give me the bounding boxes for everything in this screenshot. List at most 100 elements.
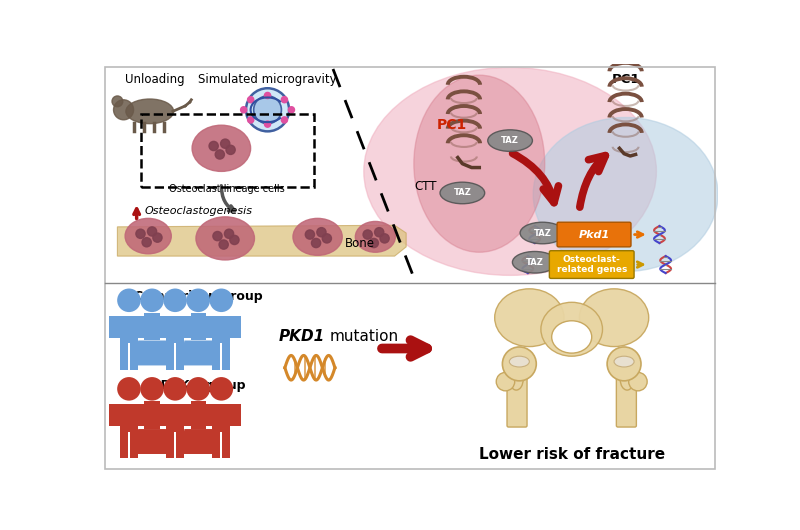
FancyBboxPatch shape [145, 313, 160, 340]
Text: PC1: PC1 [438, 118, 467, 132]
FancyBboxPatch shape [202, 315, 212, 338]
Circle shape [210, 288, 233, 312]
FancyBboxPatch shape [222, 432, 230, 458]
FancyBboxPatch shape [230, 315, 242, 338]
Ellipse shape [510, 356, 530, 367]
Circle shape [163, 288, 187, 312]
Circle shape [306, 230, 314, 239]
Ellipse shape [614, 356, 634, 367]
Circle shape [246, 88, 289, 131]
FancyBboxPatch shape [222, 343, 230, 369]
Circle shape [221, 139, 230, 148]
Text: Bone: Bone [345, 237, 374, 250]
Text: Osteoclastogenesis: Osteoclastogenesis [144, 207, 252, 216]
PathPatch shape [180, 340, 216, 366]
Circle shape [282, 96, 287, 103]
Ellipse shape [510, 368, 523, 390]
Circle shape [247, 117, 254, 123]
FancyBboxPatch shape [557, 222, 631, 247]
Circle shape [265, 121, 270, 127]
Ellipse shape [196, 217, 254, 260]
Circle shape [140, 377, 164, 401]
Ellipse shape [488, 130, 533, 152]
Circle shape [369, 238, 378, 248]
Circle shape [282, 117, 287, 123]
FancyBboxPatch shape [132, 404, 143, 426]
Text: PKD1: PKD1 [279, 330, 326, 345]
Ellipse shape [126, 99, 174, 123]
Text: TAZ: TAZ [534, 228, 551, 237]
Ellipse shape [541, 302, 602, 356]
PathPatch shape [134, 340, 170, 366]
Circle shape [114, 100, 134, 120]
Circle shape [607, 347, 641, 381]
Circle shape [265, 92, 270, 99]
FancyBboxPatch shape [120, 343, 128, 369]
FancyBboxPatch shape [184, 315, 195, 338]
Circle shape [230, 235, 239, 244]
FancyBboxPatch shape [184, 404, 195, 426]
Circle shape [254, 96, 282, 123]
FancyBboxPatch shape [178, 404, 190, 426]
Text: TAZ: TAZ [501, 136, 519, 145]
FancyBboxPatch shape [138, 404, 149, 426]
Text: TAZ: TAZ [526, 258, 544, 267]
Circle shape [496, 373, 514, 391]
FancyBboxPatch shape [176, 432, 184, 458]
Ellipse shape [414, 75, 545, 252]
Circle shape [186, 288, 210, 312]
FancyBboxPatch shape [190, 313, 206, 340]
Ellipse shape [293, 218, 342, 255]
Circle shape [247, 96, 254, 103]
Ellipse shape [364, 67, 657, 276]
Text: TAZ: TAZ [454, 189, 471, 198]
Circle shape [225, 229, 234, 239]
FancyBboxPatch shape [132, 315, 143, 338]
Ellipse shape [534, 118, 718, 271]
Ellipse shape [192, 125, 250, 171]
FancyBboxPatch shape [176, 343, 184, 369]
FancyBboxPatch shape [109, 315, 120, 338]
Text: ADPKD group: ADPKD group [151, 379, 246, 392]
Text: CTT: CTT [414, 180, 437, 193]
Text: Unloading: Unloading [125, 73, 184, 85]
Circle shape [209, 142, 218, 151]
Ellipse shape [620, 368, 634, 390]
FancyBboxPatch shape [230, 404, 242, 426]
FancyBboxPatch shape [155, 404, 166, 426]
Text: Comparison group: Comparison group [134, 289, 262, 303]
FancyBboxPatch shape [166, 315, 184, 343]
FancyBboxPatch shape [507, 376, 527, 427]
FancyBboxPatch shape [202, 404, 212, 426]
FancyBboxPatch shape [130, 343, 138, 369]
Circle shape [363, 230, 372, 239]
FancyBboxPatch shape [161, 404, 172, 426]
FancyBboxPatch shape [207, 404, 218, 426]
Circle shape [629, 373, 647, 391]
FancyBboxPatch shape [166, 404, 184, 432]
FancyBboxPatch shape [109, 404, 120, 426]
FancyBboxPatch shape [120, 404, 138, 432]
Circle shape [380, 234, 390, 243]
Text: Osteoclast lineage cells: Osteoclast lineage cells [169, 184, 285, 195]
Ellipse shape [579, 289, 649, 347]
Circle shape [322, 234, 331, 243]
Circle shape [210, 377, 233, 401]
Ellipse shape [494, 289, 564, 347]
PathPatch shape [180, 429, 216, 454]
Circle shape [136, 229, 145, 239]
Circle shape [163, 377, 187, 401]
FancyBboxPatch shape [166, 432, 174, 458]
Circle shape [117, 377, 141, 401]
Text: PC1: PC1 [611, 73, 640, 85]
Circle shape [215, 150, 225, 159]
Circle shape [317, 227, 326, 237]
FancyBboxPatch shape [550, 251, 634, 278]
Ellipse shape [125, 218, 171, 254]
FancyBboxPatch shape [212, 343, 220, 369]
FancyBboxPatch shape [616, 376, 636, 427]
FancyBboxPatch shape [161, 315, 172, 338]
FancyBboxPatch shape [178, 315, 190, 338]
FancyBboxPatch shape [145, 401, 160, 429]
Ellipse shape [552, 321, 592, 353]
